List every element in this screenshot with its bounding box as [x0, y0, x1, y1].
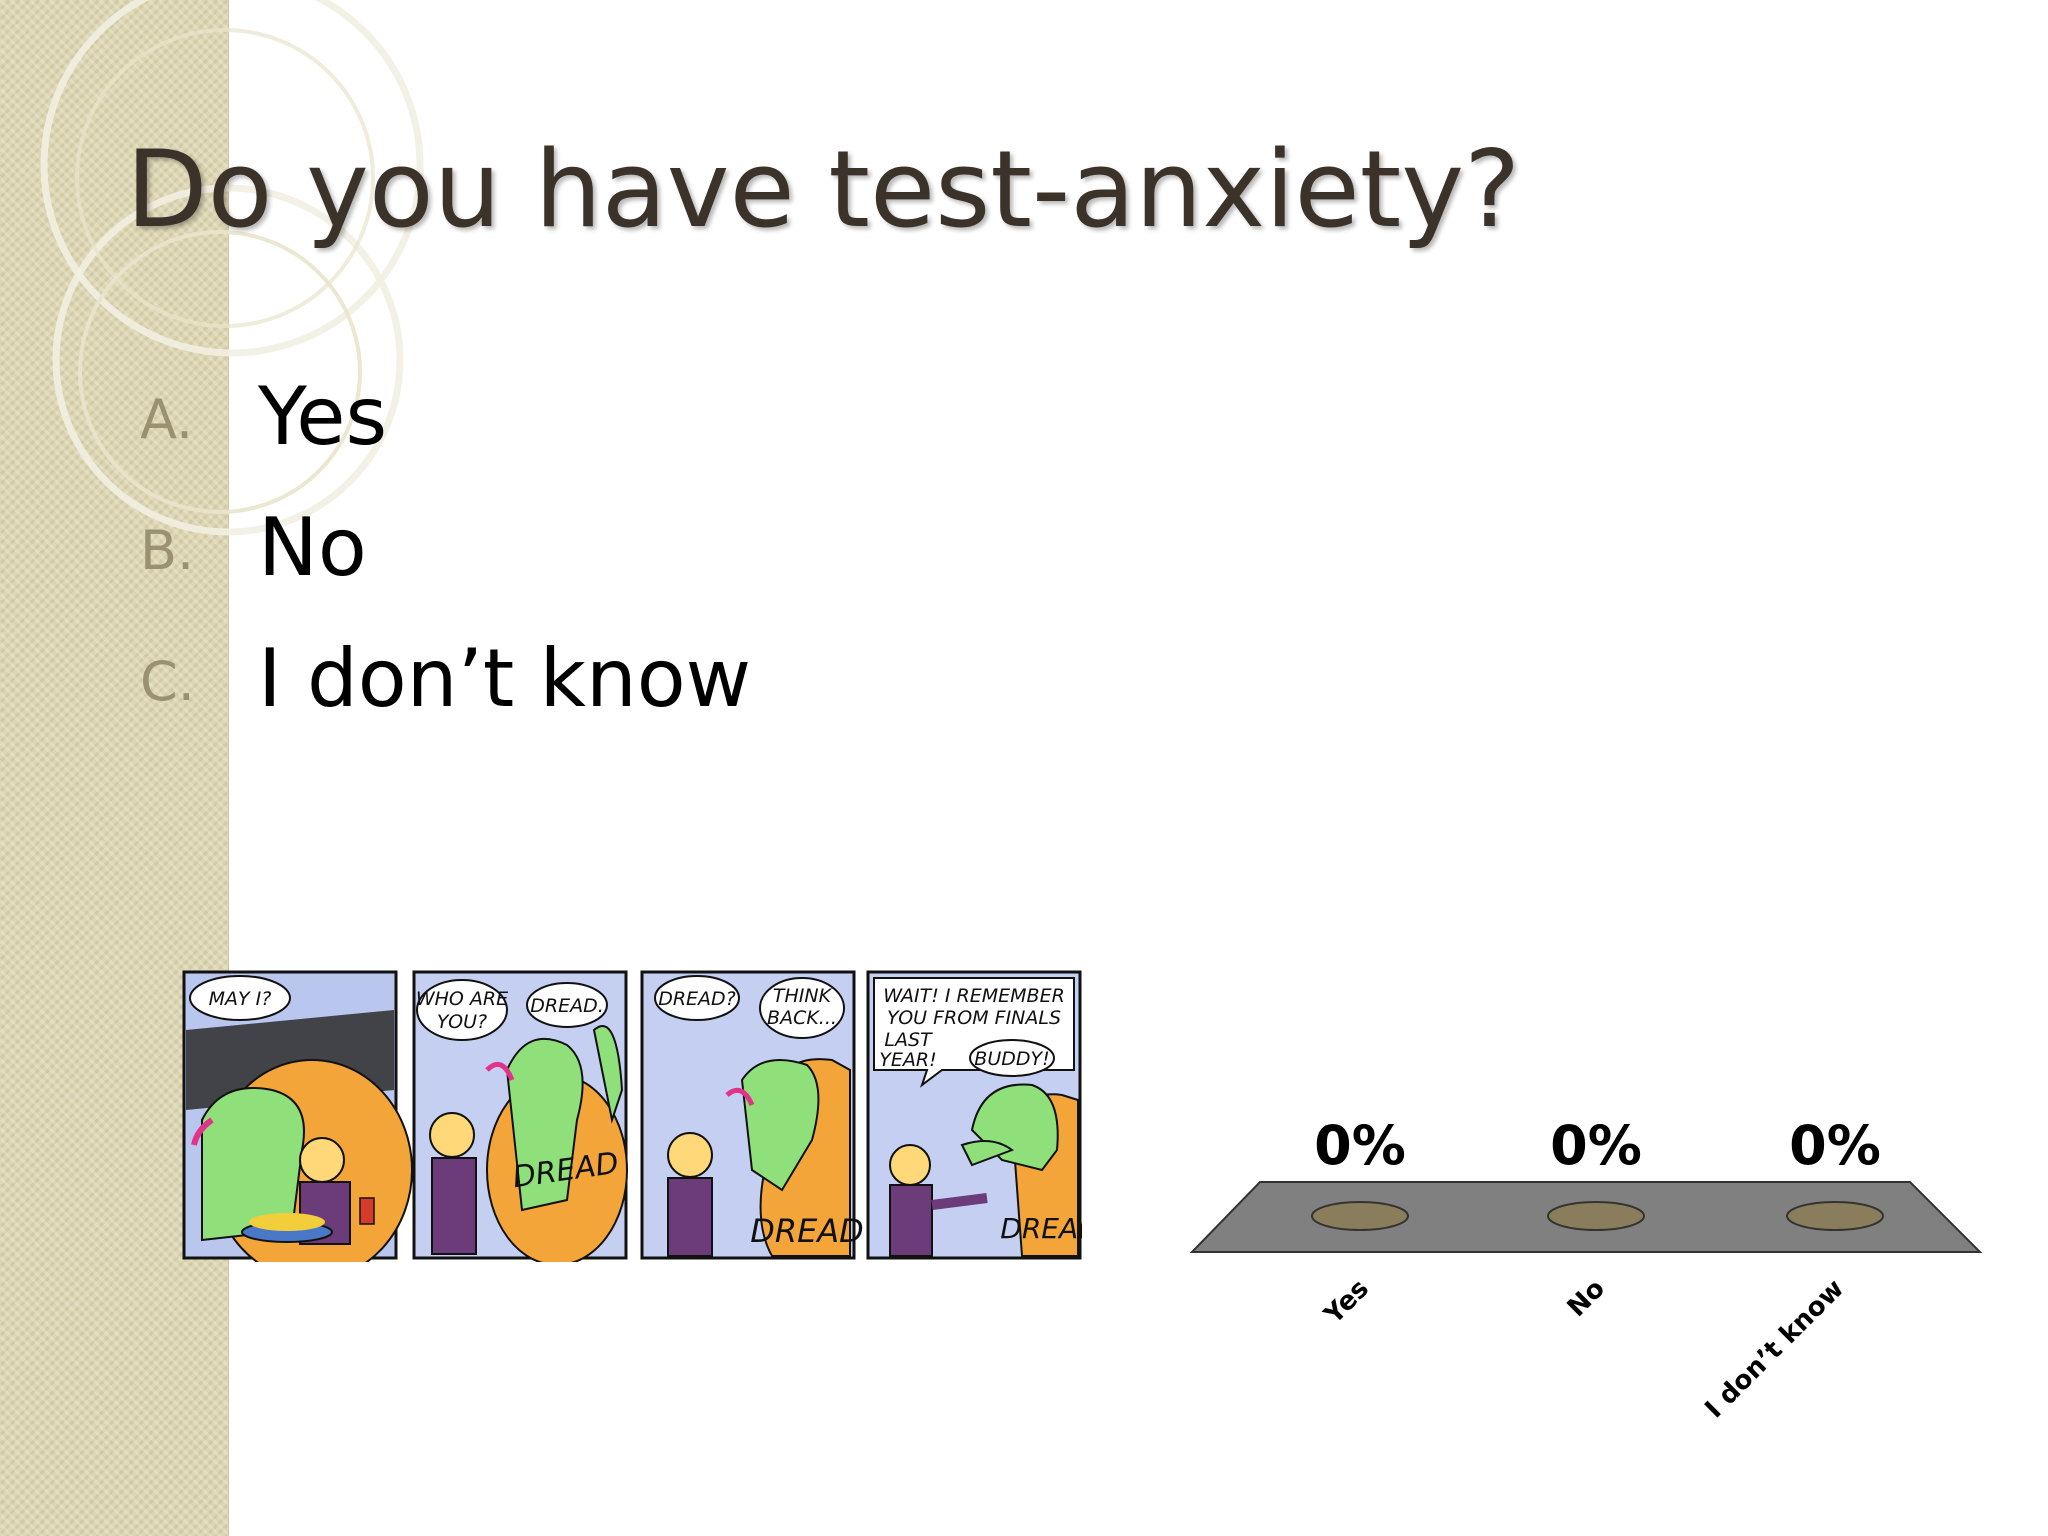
- chart-value-label: 0%: [1550, 1114, 1642, 1177]
- comic-panel-4: DREAD WAIT! I REMEMBER YOU FROM FINALS L…: [866, 970, 1082, 1260]
- chart-category-label: Yes: [1318, 1274, 1375, 1331]
- comic-panel-2: DREAD WHO ARE YOU? DREAD.: [412, 970, 628, 1262]
- option-c: C. I don’t know: [140, 632, 840, 763]
- option-letter: A.: [140, 388, 194, 451]
- option-letter: C.: [140, 650, 195, 713]
- option-b: B. No: [140, 501, 840, 632]
- comic-bubble-text: WHO ARE: [416, 988, 508, 1010]
- answer-options: A. Yes B. No C. I don’t know: [140, 370, 840, 763]
- option-text: I don’t know: [258, 632, 752, 725]
- comic-bubble-text: BUDDY!: [974, 1048, 1049, 1070]
- comic-bubble-text: LAST: [884, 1029, 933, 1051]
- option-a: A. Yes: [140, 370, 840, 501]
- comic-bubble-text: MAY I?: [209, 988, 272, 1010]
- option-text: Yes: [258, 370, 388, 463]
- comic-bubble-text: WAIT! I REMEMBER: [883, 985, 1065, 1007]
- slide-title: Do you have test-anxiety?: [126, 128, 1521, 251]
- option-text: No: [258, 501, 367, 594]
- comic-bubble-text: DREAD.: [530, 995, 604, 1017]
- chart-bar-pad: [1786, 1201, 1884, 1231]
- chart-value-label: 0%: [1789, 1114, 1881, 1177]
- poll-results-chart: 0% Yes 0% No 0% I don’t know: [1189, 1114, 1983, 1424]
- comic-bubble-text: BACK...: [767, 1007, 837, 1029]
- comic-bubble-text: YEAR!: [879, 1049, 936, 1071]
- chart-category-label: No: [1562, 1274, 1611, 1323]
- chart-value-label: 0%: [1314, 1114, 1406, 1177]
- comic-strip: MAY I? DREAD WHO ARE YOU? DREAD. DR: [182, 970, 1082, 1262]
- option-letter: B.: [140, 519, 195, 582]
- comic-bubble-text: YOU FROM FINALS: [887, 1007, 1061, 1029]
- chart-bar-pad: [1311, 1201, 1409, 1231]
- comic-shirt-text: DREAD: [750, 1212, 864, 1250]
- comic-bubble-text: THINK: [773, 985, 833, 1007]
- comic-panel-1: MAY I?: [182, 970, 413, 1262]
- comic-panel-3: DREAD DREAD? THINK BACK...: [640, 970, 864, 1260]
- comic-bubble-text: YOU?: [437, 1011, 487, 1033]
- chart-category-label: I don’t know: [1700, 1274, 1850, 1424]
- comic-bubble-text: DREAD?: [658, 988, 736, 1010]
- comic-shirt-text: DREAD: [1000, 1212, 1082, 1245]
- chart-bar-pad: [1547, 1201, 1645, 1231]
